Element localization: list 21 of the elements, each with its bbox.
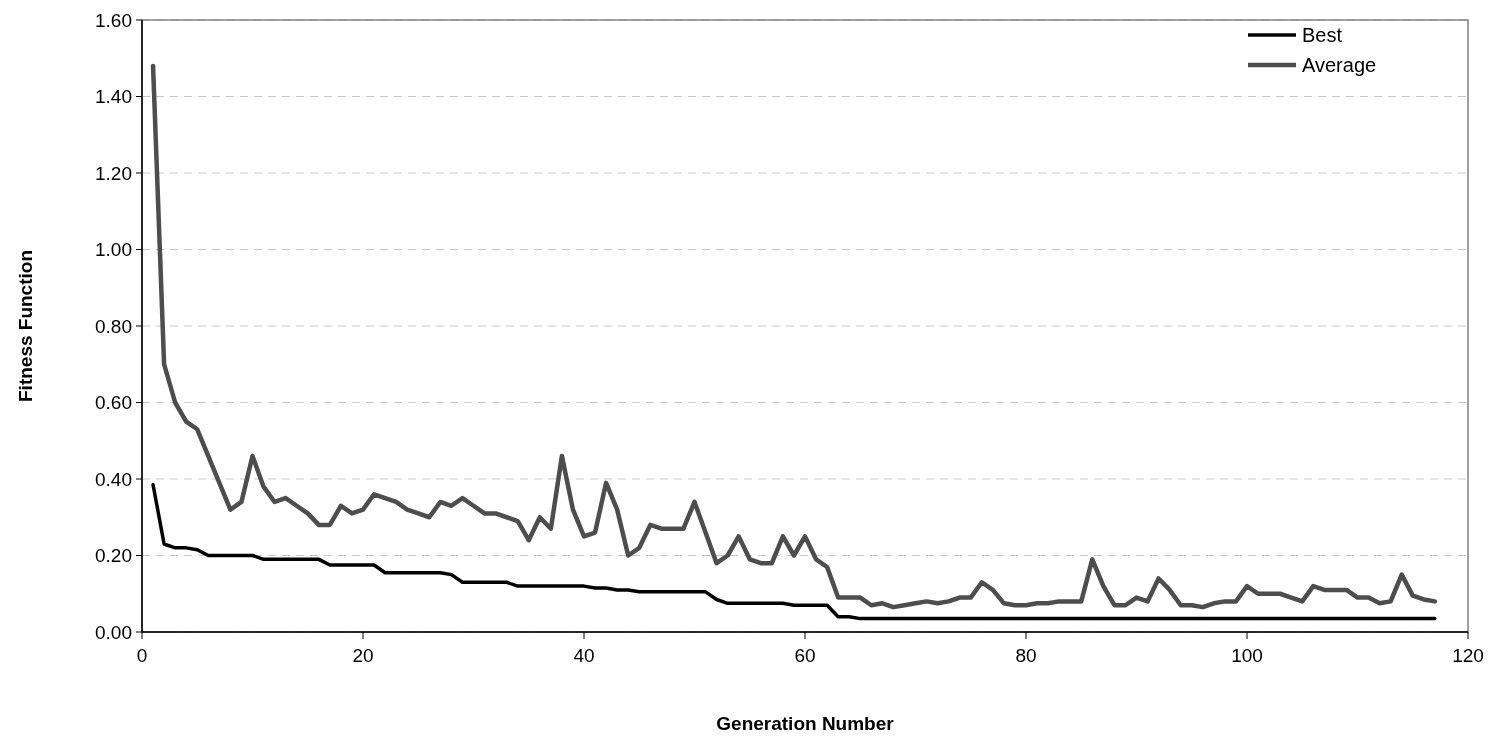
x-tick-label: 100 [1231, 645, 1263, 666]
y-tick-label: 0.40 [95, 468, 132, 490]
x-tick-label: 80 [1015, 645, 1037, 666]
y-tick-label: 0.60 [95, 392, 132, 414]
legend-label: Best [1302, 24, 1343, 46]
y-tick-label: 0.20 [95, 545, 132, 567]
y-tick-label: 1.60 [95, 9, 132, 31]
x-tick-label: 20 [352, 645, 374, 666]
x-tick-label: 0 [136, 645, 148, 666]
legend-label: Average [1302, 54, 1377, 76]
x-axis-title: Generation Number [716, 713, 895, 734]
line-series [151, 482, 1437, 621]
y-axis-title: Fitness Function [15, 250, 36, 402]
y-tick-label: 0.00 [95, 621, 132, 643]
y-tick-label: 1.40 [95, 86, 132, 108]
y-tick-label: 1.00 [95, 239, 132, 261]
x-tick-label: 40 [573, 645, 595, 666]
x-tick-label: 60 [794, 645, 816, 666]
y-tick-label: 0.80 [95, 315, 132, 337]
x-tick-label: 120 [1452, 645, 1484, 666]
y-tick-label: 1.20 [95, 162, 132, 184]
